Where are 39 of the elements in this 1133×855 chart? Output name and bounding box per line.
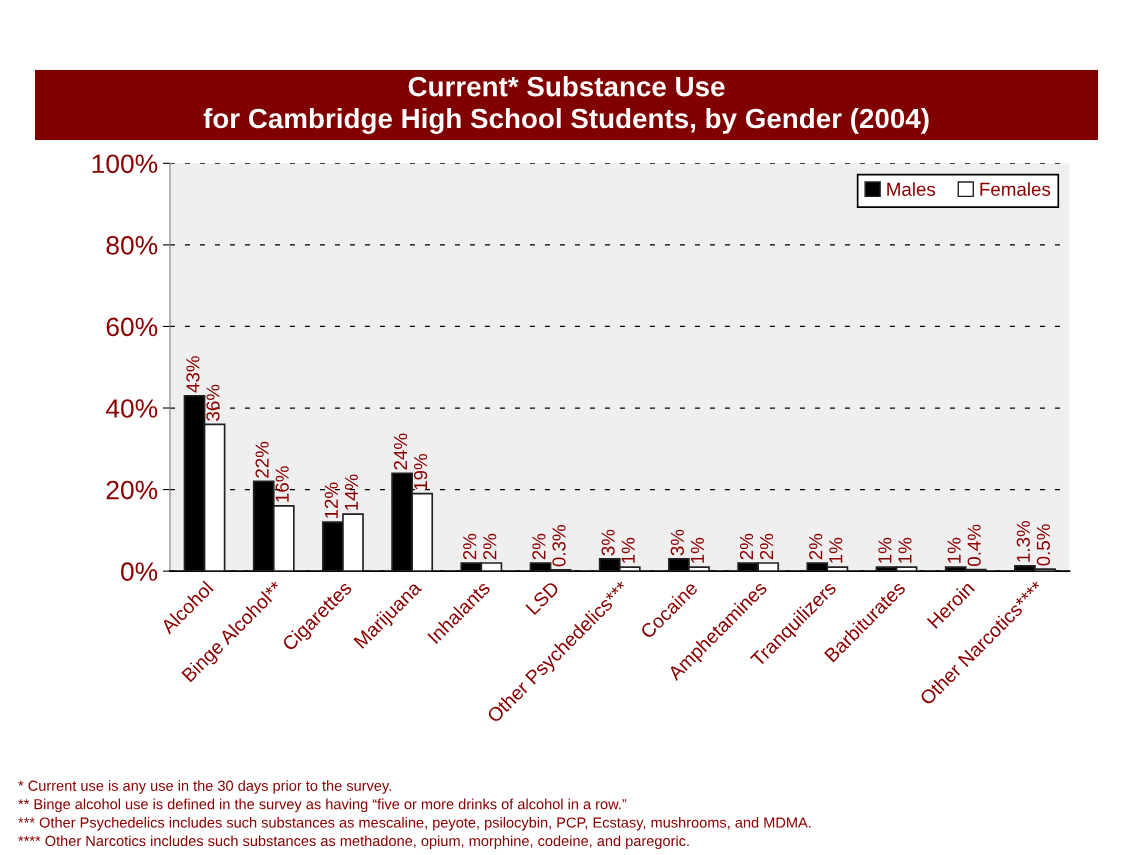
text: ** Binge alcohol use is defined in the survey as having “five or more drinks of alcohol in a row.” [18, 798, 627, 813]
data-label: 24% [393, 433, 408, 470]
data-label: 0.3% [552, 525, 566, 567]
data-label: 3% [670, 529, 684, 556]
data-label: 12% [324, 482, 338, 518]
data-label: 1.3% [1016, 520, 1030, 562]
data-label: 1% [898, 537, 912, 563]
data-label: 2% [483, 533, 497, 560]
data-label: 3% [601, 529, 615, 556]
data-label: 2% [759, 533, 774, 560]
y-tick-label: 80% [106, 236, 158, 255]
data-label: 19% [413, 454, 428, 490]
chart-title: Current* Substance Use for Cambridge High School Students, by Gender (2004) [203, 76, 929, 134]
data-label: 2% [809, 533, 823, 560]
y-tick-label: 100% [92, 154, 158, 174]
data-label: 0.4% [967, 524, 981, 566]
data-label: 1% [878, 537, 892, 563]
y-tick-label: 20% [106, 480, 158, 500]
data-label: 22% [255, 441, 269, 478]
data-label: 14% [344, 474, 358, 510]
text: *** Other Psychedelics includes such substances as mescaline, peyote, psilocybin, PCP, Ecstasy, mushrooms, and MDMA. [18, 817, 811, 831]
legend-label: Females [980, 182, 1051, 196]
data-label: 1% [690, 537, 704, 563]
text: * Current use is any use in the 30 days prior to the survey. [18, 780, 391, 794]
y-tick-label: 60% [106, 317, 158, 337]
y-tick-label: 0% [121, 562, 158, 581]
data-label: 36% [206, 384, 220, 421]
data-label: 1% [621, 537, 635, 563]
data-label: 2% [463, 533, 477, 560]
text: **** Other Narcotics includes such substances as methadone, opium, morphine, codeine, and paregoric. [18, 835, 689, 849]
legend-label: Males [887, 182, 936, 196]
data-label: 2% [739, 533, 754, 560]
data-label: 0.5% [1036, 524, 1051, 566]
data-label: 1% [829, 537, 843, 563]
data-label: 1% [947, 537, 961, 563]
data-label: 43% [186, 356, 200, 393]
data-label: 2% [532, 533, 546, 560]
y-tick-label: 40% [105, 399, 158, 418]
data-label: 16% [275, 466, 289, 502]
